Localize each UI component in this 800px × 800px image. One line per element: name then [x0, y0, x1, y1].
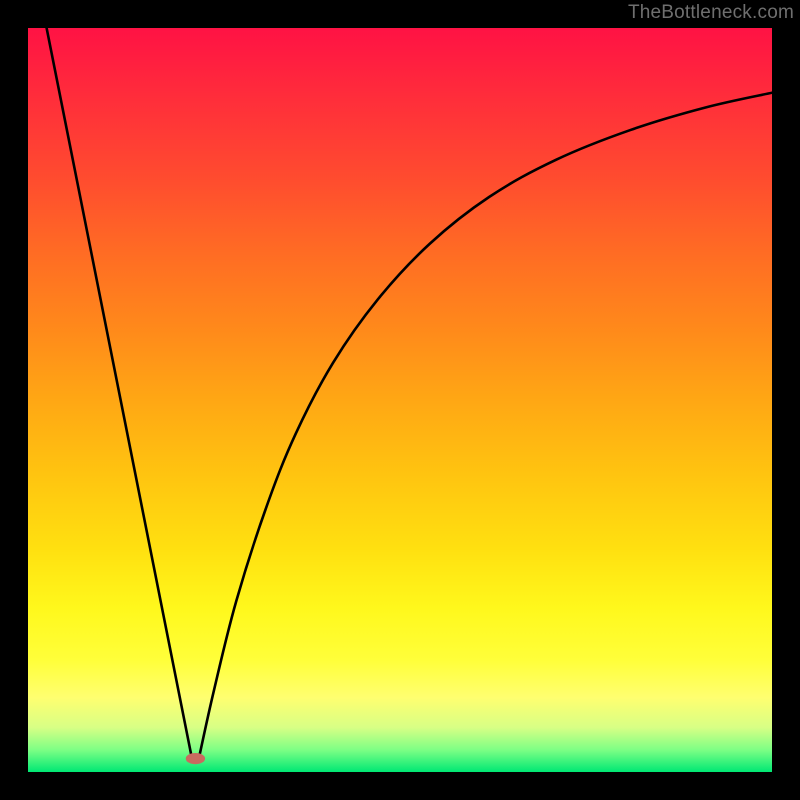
chart-container: TheBottleneck.com: [0, 0, 800, 800]
minimum-marker: [186, 753, 205, 764]
curve-right-segment: [199, 93, 772, 757]
curve-left-segment: [47, 28, 192, 757]
plot-area: [28, 28, 772, 772]
curve-layer: [28, 28, 772, 772]
watermark-text: TheBottleneck.com: [628, 2, 794, 24]
